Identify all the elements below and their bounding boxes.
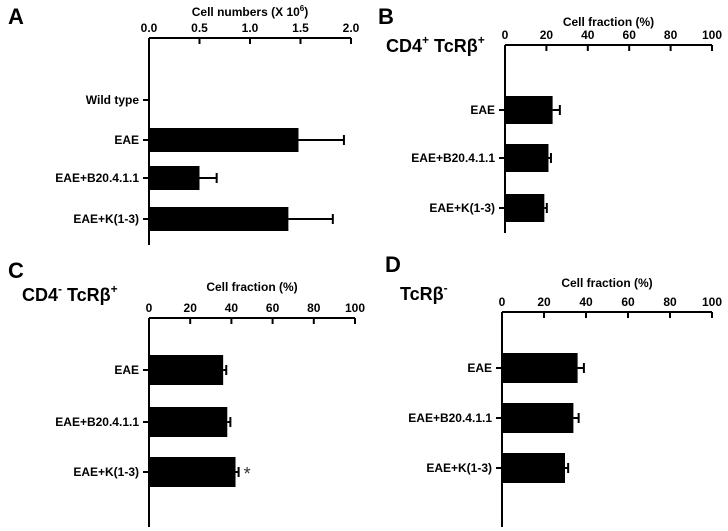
category-label: EAE+B20.4.1.1 [411, 151, 495, 165]
panel-letter: A [8, 4, 24, 29]
x-tick-label: 20 [540, 28, 554, 42]
bar [149, 457, 236, 487]
category-label: EAE+B20.4.1.1 [408, 411, 492, 425]
x-tick-label: 0 [502, 28, 509, 42]
category-label: Wild type [86, 93, 140, 107]
significance-marker: * [244, 464, 251, 484]
category-label: EAE+K(1-3) [426, 461, 492, 475]
subset-title-part: CD4 [386, 36, 422, 56]
x-axis-title: Cell numbers (X 106) [192, 4, 309, 19]
category-label: EAE+B20.4.1.1 [55, 415, 139, 429]
subset-title-part: CD4 [22, 285, 58, 305]
subset-title: CD4- TcRβ+ [22, 282, 118, 305]
subset-title-sup: - [58, 282, 62, 296]
panel-letter: D [385, 252, 401, 277]
x-tick-label: 80 [307, 301, 321, 315]
category-label: EAE+K(1-3) [429, 201, 495, 215]
x-tick-label: 40 [225, 301, 239, 315]
x-axis-title: Cell fraction (%) [563, 15, 654, 29]
bar [505, 194, 545, 222]
category-label: EAE+K(1-3) [73, 465, 139, 479]
x-axis-title: Cell fraction (%) [561, 276, 652, 290]
x-tick-label: 100 [702, 295, 722, 309]
subset-title: CD4+ TcRβ+ [386, 33, 485, 56]
category-label: EAE [114, 363, 139, 377]
panel-letter: C [8, 258, 24, 283]
x-tick-label: 0.0 [141, 21, 158, 35]
x-tick-label: 2.0 [343, 21, 360, 35]
x-tick-label: 40 [581, 28, 595, 42]
category-label: EAE [470, 103, 495, 117]
x-axis-title-sup: 6 [300, 4, 305, 13]
x-tick-label: 20 [537, 295, 551, 309]
subset-title-part: TcRβ [62, 285, 111, 305]
x-axis-title-part: Cell fraction (%) [206, 280, 297, 294]
subset-title: TcRβ- [400, 281, 448, 304]
x-axis-title: Cell fraction (%) [206, 280, 297, 294]
bar [502, 453, 565, 483]
x-axis-title-part: Cell fraction (%) [561, 276, 652, 290]
subset-title-part: TcRβ [400, 284, 444, 304]
subset-title-part: TcRβ [429, 36, 478, 56]
x-tick-label: 20 [184, 301, 198, 315]
subset-title-sup: + [111, 282, 118, 296]
bar [502, 353, 578, 383]
category-label: EAE+B20.4.1.1 [55, 171, 139, 185]
x-tick-label: 0.5 [191, 21, 208, 35]
x-tick-label: 80 [663, 295, 677, 309]
category-label: EAE [467, 361, 492, 375]
bar [149, 407, 228, 437]
x-tick-label: 60 [266, 301, 280, 315]
x-tick-label: 100 [345, 301, 365, 315]
x-tick-label: 60 [621, 295, 635, 309]
category-label: EAE [114, 133, 139, 147]
bar [505, 144, 549, 172]
x-tick-label: 0 [146, 301, 153, 315]
bar [149, 166, 200, 190]
panel-d: D TcRβ- Cell fraction (%) 0 20 40 60 80 100 EAE EA… [385, 252, 722, 527]
subset-title-sup: - [444, 281, 448, 295]
panel-letter: B [378, 4, 394, 29]
x-axis-title-part: Cell fraction (%) [563, 15, 654, 29]
x-tick-label: 0 [499, 295, 506, 309]
x-axis-title-part: ) [304, 5, 308, 19]
x-tick-label: 60 [623, 28, 637, 42]
x-tick-label: 1.0 [242, 21, 259, 35]
panel-a: A Cell numbers (X 106) 0.0 0.5 1.0 1.5 2.0 Wild… [8, 4, 360, 245]
bar [502, 403, 574, 433]
bar [505, 96, 553, 124]
subset-title-sup: + [422, 33, 429, 47]
x-tick-label: 100 [702, 28, 722, 42]
x-axis-title-part: Cell numbers (X 10 [192, 5, 300, 19]
bar [149, 355, 224, 385]
x-tick-label: 1.5 [292, 21, 309, 35]
subset-title-sup: + [478, 33, 485, 47]
x-tick-label: 80 [664, 28, 678, 42]
bar [149, 128, 299, 152]
x-tick-label: 40 [579, 295, 593, 309]
category-label: EAE+K(1-3) [73, 212, 139, 226]
bar [149, 207, 289, 231]
